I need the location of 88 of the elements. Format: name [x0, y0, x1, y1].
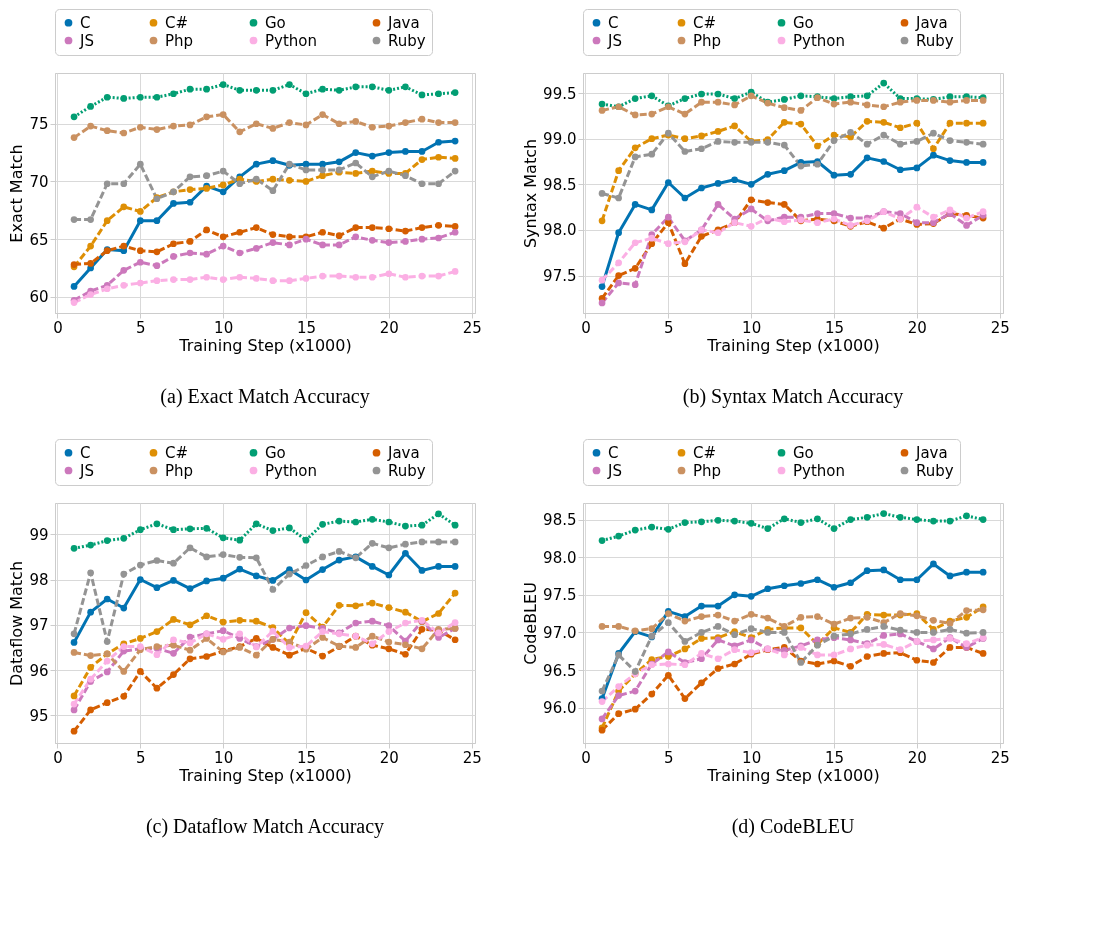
x-tick-label: 20: [907, 318, 927, 337]
legend-label: C: [80, 443, 91, 462]
legend-label: C#: [693, 443, 717, 462]
legend-label: Php: [693, 461, 722, 480]
legend-label: Java: [387, 13, 420, 32]
text: (c) Dataflow Match Accuracy: [145, 815, 385, 838]
y-tick-label: 95: [29, 706, 49, 725]
y-axis-title: Exact Match: [7, 144, 27, 243]
legend-label: Java: [915, 443, 948, 462]
x-tick-label: 5: [664, 748, 674, 767]
legend-label: C: [80, 13, 91, 32]
x-tick-label: 5: [664, 318, 674, 337]
y-tick-label: 98.5: [543, 175, 577, 194]
y-tick-label: 75: [29, 115, 49, 134]
x-tick-label: 10: [214, 318, 234, 337]
legend-label: C#: [693, 13, 717, 32]
legend-label: Php: [693, 31, 722, 50]
x-tick-label: 15: [824, 748, 845, 767]
y-tick-label: 98: [29, 571, 49, 590]
y-tick-label: 65: [29, 230, 49, 249]
legend-label: C: [608, 443, 619, 462]
x-tick-label: 10: [742, 318, 762, 337]
y-tick-label: 99.0: [543, 130, 577, 149]
text: (b) Syntax Match Accuracy: [682, 385, 904, 408]
x-tick-label: 0: [581, 748, 591, 767]
x-tick-label: 15: [296, 318, 317, 337]
y-tick-label: 60: [29, 288, 49, 307]
legend-label: Go: [793, 443, 814, 462]
legend-label: JS: [79, 461, 94, 480]
x-tick-label: 5: [136, 318, 146, 337]
y-tick-label: 98.0: [543, 548, 577, 567]
y-tick-label: 97.5: [543, 267, 577, 286]
x-tick-label: 10: [742, 748, 762, 767]
x-tick-label: 5: [136, 748, 146, 767]
legend-label: Php: [165, 31, 194, 50]
y-tick-label: 96: [29, 661, 49, 680]
y-tick-label: 70: [29, 172, 49, 191]
y-tick-label: 99.5: [543, 84, 577, 103]
x-tick-label: 20: [379, 318, 399, 337]
x-tick-label: 25: [990, 748, 1010, 767]
x-tick-label: 25: [990, 318, 1010, 337]
x-tick-label: 25: [462, 748, 482, 767]
y-tick-label: 97.0: [543, 623, 577, 642]
legend-label: Ruby: [916, 461, 954, 480]
y-tick-label: 97: [29, 616, 49, 635]
legend-label: Java: [387, 443, 420, 462]
x-tick-label: 20: [907, 748, 927, 767]
legend-label: Go: [265, 13, 286, 32]
y-axis-title: Syntax Match: [521, 138, 541, 249]
x-tick-label: 0: [53, 318, 63, 337]
legend-label: Python: [265, 461, 317, 480]
legend-label: Java: [915, 13, 948, 32]
legend-label: Python: [793, 31, 845, 50]
y-tick-label: 99: [29, 525, 49, 544]
y-tick-label: 96.5: [543, 661, 577, 680]
x-axis-title: Training Step (x1000): [178, 765, 352, 785]
y-tick-label: 96.0: [543, 699, 577, 718]
y-axis-title: Dataflow Match: [7, 560, 27, 687]
x-tick-label: 0: [53, 748, 63, 767]
text: (d) CodeBLEU: [731, 815, 855, 838]
x-tick-label: 25: [462, 318, 482, 337]
y-tick-label: 97.5: [543, 586, 577, 605]
legend-label: Ruby: [916, 31, 954, 50]
y-tick-label: 98.0: [543, 221, 577, 240]
legend-label: C: [608, 13, 619, 32]
legend-label: Python: [793, 461, 845, 480]
x-tick-label: 0: [581, 318, 591, 337]
x-axis-title: Training Step (x1000): [178, 335, 352, 355]
x-tick-label: 10: [214, 748, 234, 767]
legend-label: JS: [79, 31, 94, 50]
legend-label: C#: [165, 443, 189, 462]
legend-label: Php: [165, 461, 194, 480]
x-tick-label: 15: [824, 318, 845, 337]
legend-label: Ruby: [388, 461, 426, 480]
x-tick-label: 20: [379, 748, 399, 767]
legend-label: Go: [793, 13, 814, 32]
legend-label: C#: [165, 13, 189, 32]
y-axis-title: CodeBLEU: [521, 582, 541, 665]
x-axis-title: Training Step (x1000): [706, 335, 880, 355]
y-tick-label: 98.5: [543, 511, 577, 530]
text: (a) Exact Match Accuracy: [160, 385, 370, 408]
legend-label: JS: [607, 461, 622, 480]
legend-label: Python: [265, 31, 317, 50]
x-axis-title: Training Step (x1000): [706, 765, 880, 785]
legend-label: Go: [265, 443, 286, 462]
x-tick-label: 15: [296, 748, 317, 767]
legend-label: Ruby: [388, 31, 426, 50]
legend-label: JS: [607, 31, 622, 50]
